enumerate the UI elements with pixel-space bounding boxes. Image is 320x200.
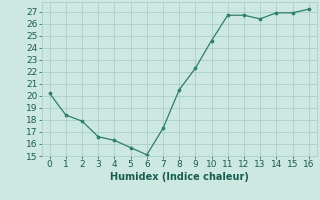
X-axis label: Humidex (Indice chaleur): Humidex (Indice chaleur): [110, 172, 249, 182]
